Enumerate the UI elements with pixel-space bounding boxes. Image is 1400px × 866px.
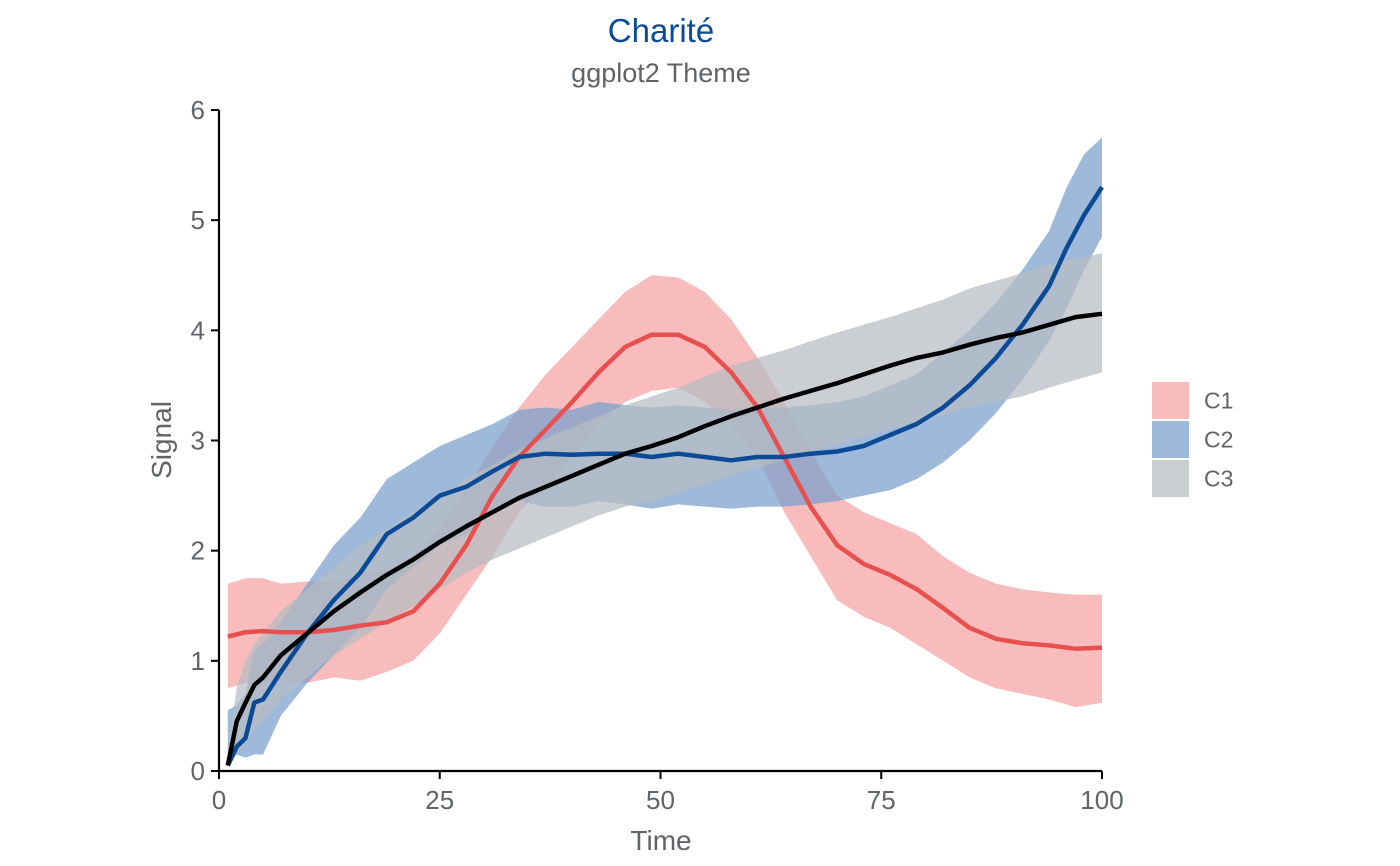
y-tick-label: 5 (191, 205, 205, 235)
legend-key-c3 (1152, 460, 1189, 497)
band-c3 (227, 253, 1103, 766)
y-tick-label: 2 (191, 536, 205, 566)
x-tick-label: 75 (867, 785, 896, 815)
y-tick-label: 3 (191, 426, 205, 456)
x-tick-label: 100 (1080, 785, 1123, 815)
chart-title: Charité (608, 12, 714, 49)
y-axis-label: Signal (146, 401, 177, 479)
band-c1 (227, 275, 1103, 708)
line-c3 (225, 311, 1103, 766)
legend-label-c1: C1 (1204, 388, 1233, 414)
axes: 0 25 50 75 100 0 1 2 3 4 5 6 (191, 95, 1124, 815)
line-c1 (227, 332, 1103, 651)
legend-label-c3: C3 (1204, 466, 1233, 492)
x-tick-label: 50 (646, 785, 675, 815)
legend-key-c2 (1152, 421, 1189, 458)
y-tick-label: 4 (191, 315, 205, 345)
legend-key-c1 (1152, 382, 1189, 419)
legend: C1 C2 C3 (1152, 382, 1233, 497)
chart-subtitle: ggplot2 Theme (571, 58, 751, 88)
x-tick-label: 0 (212, 785, 226, 815)
plot-area (225, 137, 1104, 767)
y-tick-label: 1 (191, 646, 205, 676)
x-axis-label: Time (630, 825, 691, 856)
y-tick-label: 0 (191, 756, 205, 786)
x-tick-label: 25 (425, 785, 454, 815)
y-tick-label: 6 (191, 95, 205, 125)
legend-label-c2: C2 (1204, 427, 1233, 453)
